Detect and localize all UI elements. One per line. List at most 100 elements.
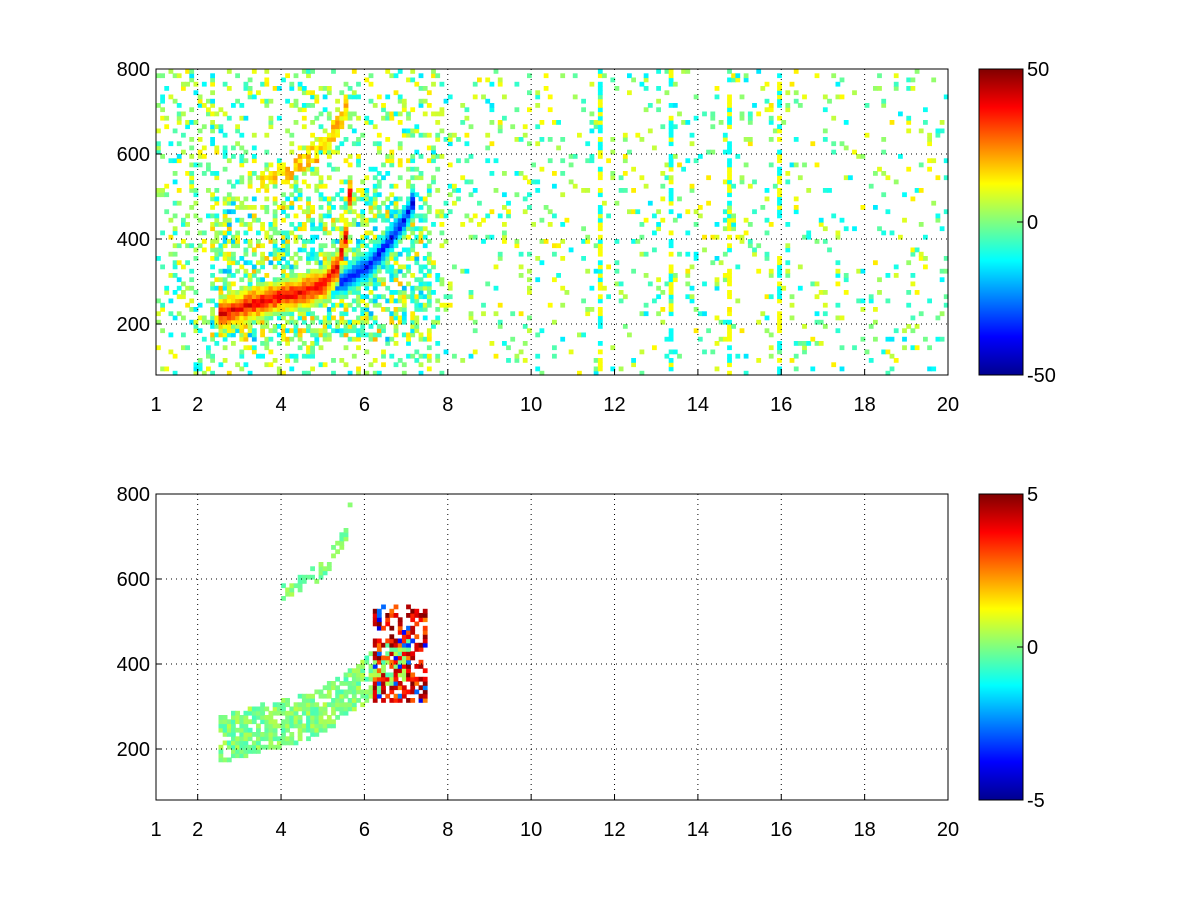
heatmap-cell <box>385 617 391 623</box>
heatmap-cell <box>260 710 265 716</box>
heatmap-cell <box>406 353 411 359</box>
heatmap-cell <box>372 273 378 278</box>
heatmap-cell <box>410 256 416 261</box>
heatmap-cell <box>256 723 261 729</box>
heatmap-cell <box>214 239 220 244</box>
heatmap-cell <box>201 171 207 176</box>
heatmap-cell <box>376 685 382 691</box>
heatmap-cell <box>285 230 290 236</box>
heatmap-cell <box>464 132 470 138</box>
heatmap-cell <box>285 719 290 725</box>
heatmap-cell <box>376 608 382 614</box>
heatmap-cell <box>426 345 432 351</box>
heatmap-cell <box>281 294 286 300</box>
heatmap-cell <box>422 315 428 321</box>
heatmap-cell <box>397 230 403 236</box>
heatmap-cell <box>668 281 674 287</box>
heatmap-cell <box>539 260 545 266</box>
heatmap-cell <box>306 290 311 295</box>
heatmap-cell <box>239 222 245 227</box>
heatmap-cell <box>268 362 274 368</box>
heatmap-cell <box>168 234 174 240</box>
heatmap-cell <box>297 727 303 733</box>
heatmap-cell <box>472 234 478 240</box>
heatmap-cell <box>335 549 340 555</box>
heatmap-cell <box>668 328 674 334</box>
heatmap-cell <box>527 290 532 295</box>
heatmap-cell <box>339 234 345 240</box>
heatmap-cell <box>777 290 782 295</box>
heatmap-cell <box>176 311 182 317</box>
heatmap-cell <box>381 328 386 334</box>
heatmap-cell <box>927 166 932 172</box>
heatmap-cell <box>339 260 345 266</box>
heatmap-cell <box>326 137 332 142</box>
heatmap-cell <box>301 370 307 376</box>
heatmap-cell <box>164 290 170 295</box>
heatmap-cell <box>210 285 215 291</box>
heatmap-cell <box>193 256 199 261</box>
heatmap-cell <box>347 268 353 274</box>
heatmap-cell <box>260 281 265 287</box>
heatmap-cell <box>735 234 741 240</box>
heatmap-cell <box>793 353 799 359</box>
heatmap-cell <box>681 69 686 74</box>
heatmap-cell <box>351 336 357 342</box>
heatmap-cell <box>289 200 295 206</box>
heatmap-cell <box>489 120 495 125</box>
heatmap-cell <box>376 247 382 253</box>
heatmap-cell <box>898 234 903 240</box>
heatmap-cell <box>552 319 557 325</box>
heatmap-cell <box>310 715 315 720</box>
heatmap-cell <box>706 149 711 155</box>
heatmap-cell <box>364 222 370 227</box>
heatmap-cell <box>331 277 336 283</box>
heatmap-cell <box>514 107 520 113</box>
heatmap-cell <box>397 647 403 652</box>
heatmap-cell <box>368 264 374 270</box>
heatmap-cell <box>597 251 603 257</box>
heatmap-cell <box>272 358 278 363</box>
heatmap-cell <box>285 307 290 312</box>
heatmap-cell <box>364 230 370 236</box>
heatmap-cell <box>293 260 299 266</box>
heatmap-cell <box>339 285 345 291</box>
heatmap-cell <box>593 124 599 130</box>
heatmap-cell <box>247 175 253 181</box>
heatmap-cell <box>910 345 916 351</box>
heatmap-cell <box>502 171 507 176</box>
heatmap-cell <box>289 715 295 720</box>
heatmap-cell <box>422 234 428 240</box>
heatmap-cell <box>793 137 799 142</box>
heatmap-cell <box>418 196 424 202</box>
heatmap-cell <box>293 328 299 334</box>
heatmap-cell <box>702 311 707 317</box>
heatmap-cell <box>656 277 661 283</box>
heatmap-cell <box>381 604 386 610</box>
heatmap-cell <box>172 98 178 104</box>
heatmap-cell <box>256 268 261 274</box>
heatmap-cell <box>272 307 278 312</box>
heatmap-cell <box>831 141 837 147</box>
heatmap-cell <box>406 111 411 117</box>
heatmap-cell <box>422 302 428 308</box>
heatmap-cell <box>656 86 661 91</box>
heatmap-cell <box>822 128 828 134</box>
heatmap-cell <box>343 103 349 108</box>
heatmap-cell <box>343 222 349 227</box>
heatmap-cell <box>356 260 361 266</box>
heatmap-cell <box>339 115 345 121</box>
heatmap-cell <box>306 702 311 708</box>
heatmap-cell <box>381 324 386 329</box>
heatmap-cell <box>372 693 378 699</box>
heatmap-cell <box>672 349 678 355</box>
heatmap-cell <box>326 268 332 274</box>
heatmap-cell <box>322 706 328 712</box>
heatmap-cell <box>272 294 278 300</box>
heatmap-cell <box>251 69 257 74</box>
heatmap-cell <box>347 264 353 270</box>
heatmap-cell <box>727 192 732 198</box>
heatmap-cell <box>372 166 378 172</box>
heatmap-cell <box>739 111 745 117</box>
